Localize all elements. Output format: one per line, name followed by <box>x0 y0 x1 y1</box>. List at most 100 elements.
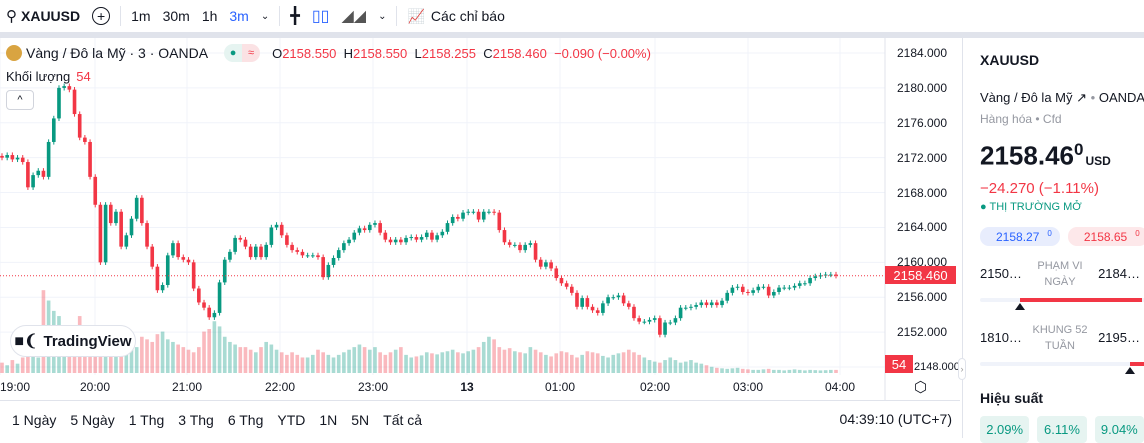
ask-price[interactable]: 2158.65 0 <box>1067 226 1144 246</box>
volume-bar <box>26 352 30 373</box>
candle-body <box>818 275 823 277</box>
high-value: 2158.550 <box>353 45 408 61</box>
chart-style-dropdown[interactable]: ⌄ <box>372 0 392 32</box>
candle-body <box>373 223 377 225</box>
volume-bar <box>197 347 201 373</box>
bar-style-button[interactable]: ╋ <box>284 0 306 32</box>
price-tick-label: 2148.000 <box>914 361 960 373</box>
candle-body <box>461 212 465 219</box>
volume-bar <box>725 368 730 373</box>
volume-label: Khối lượng <box>6 69 71 84</box>
interval-3m[interactable]: 3m <box>229 8 249 24</box>
candle-body <box>544 262 548 267</box>
external-link-icon[interactable]: ↗ <box>1076 90 1088 105</box>
candle-body <box>808 278 812 284</box>
interval-1m[interactable]: 1m <box>131 8 151 24</box>
chevron-down-icon: ⌄ <box>378 10 387 22</box>
volume-bar <box>756 369 761 373</box>
indicators-button[interactable]: 📈 Các chỉ báo <box>401 0 510 32</box>
candle-body <box>782 287 787 289</box>
candle-style-button[interactable]: ▯▯ <box>306 0 336 32</box>
volume-bar <box>585 351 590 373</box>
settings-gear-icon[interactable]: ⬡ <box>914 379 928 396</box>
triangle-marker-icon <box>1014 302 1025 310</box>
volume-bar <box>20 357 25 373</box>
perf-box[interactable]: 2.09% <box>980 415 1030 443</box>
volume-bar <box>497 347 502 373</box>
symbol-search[interactable]: ⚲ XAUUSD <box>0 0 86 32</box>
range-6m[interactable]: 6 Thg <box>227 411 264 428</box>
performance-title: Hiệu suất <box>980 389 1044 406</box>
volume-bar <box>730 368 735 373</box>
candle-body <box>642 321 647 323</box>
volume-bar <box>31 354 35 373</box>
interval-dropdown[interactable]: ⌄ <box>255 0 275 32</box>
candle-body <box>823 274 828 276</box>
volume-bar <box>570 354 574 373</box>
area-style-button[interactable]: ◢◢ <box>335 0 372 32</box>
range-5d[interactable]: 5 Ngày <box>70 411 115 428</box>
candle-body <box>114 211 118 224</box>
low-label: L <box>414 45 422 61</box>
volume-bar <box>652 361 657 373</box>
volume-bar <box>813 370 818 373</box>
volume-bar <box>772 369 776 373</box>
volume-bar <box>720 368 724 373</box>
panel-price: 2158.460USD <box>980 140 1111 171</box>
panel-toggle-handle[interactable]: › <box>958 358 966 380</box>
candle-body <box>119 211 123 247</box>
candle-body <box>362 228 367 231</box>
symbol-details-panel: XAUUSD Vàng / Đô la Mỹ ↗ • OANDA Hàng hó… <box>962 38 1144 443</box>
candle-body <box>399 239 403 243</box>
time-tick-label: 22:00 <box>264 380 296 394</box>
candle-body <box>787 287 792 289</box>
compare-button[interactable]: + <box>86 0 116 32</box>
candle-body <box>228 251 232 260</box>
volume-bar <box>202 331 206 373</box>
volume-bar <box>145 339 149 373</box>
candle-body <box>269 227 274 245</box>
perf-box[interactable]: 6.11% <box>1037 415 1087 443</box>
candle-body <box>766 286 771 296</box>
candle-body <box>254 246 258 258</box>
candle-body <box>632 306 636 319</box>
market-status-pill[interactable]: ● ≈ <box>224 44 261 62</box>
candle-body <box>295 250 300 252</box>
candle-body <box>518 244 522 251</box>
gold-icon <box>6 45 22 61</box>
candle-body <box>777 287 781 292</box>
volume-bar <box>383 354 388 373</box>
panel-symbol: XAUUSD <box>980 52 1040 68</box>
volume-bar <box>321 352 325 373</box>
range-5y[interactable]: 5N <box>351 411 370 428</box>
bid-price[interactable]: 2158.27 0 <box>980 226 1060 246</box>
range-all[interactable]: Tất cả <box>383 411 423 428</box>
candle-body <box>725 292 730 301</box>
candle-body <box>792 285 797 288</box>
volume-bar <box>507 348 512 373</box>
volume-bar <box>689 360 693 373</box>
candle-body <box>305 255 310 257</box>
candle-body <box>352 232 357 240</box>
candle-body <box>321 257 325 278</box>
candle-body <box>285 235 289 245</box>
clock[interactable]: 04:39:10 (UTC+7) <box>839 411 952 427</box>
interval-30m[interactable]: 30m <box>162 8 190 24</box>
price-chart[interactable] <box>0 0 960 400</box>
range-1m[interactable]: 1 Thg <box>128 411 165 428</box>
interval-1h[interactable]: 1h <box>201 8 218 24</box>
range-1d[interactable]: 1 Ngày <box>12 411 57 428</box>
volume-bar <box>264 341 268 373</box>
volume-bar <box>217 326 222 373</box>
collapse-legend-button[interactable]: ^ <box>6 90 34 110</box>
perf-box[interactable]: 9.04% <box>1094 415 1144 443</box>
range-ytd[interactable]: YTD <box>277 411 306 428</box>
tradingview-logo[interactable]: ■❨ TradingView <box>10 325 136 357</box>
volume-bar <box>658 362 662 373</box>
volume-bar <box>310 354 315 373</box>
range-1y[interactable]: 1N <box>319 411 338 428</box>
volume-bar <box>424 352 429 373</box>
candle-body <box>145 223 149 247</box>
volume-bar <box>254 352 258 373</box>
range-3m[interactable]: 3 Thg <box>178 411 214 428</box>
